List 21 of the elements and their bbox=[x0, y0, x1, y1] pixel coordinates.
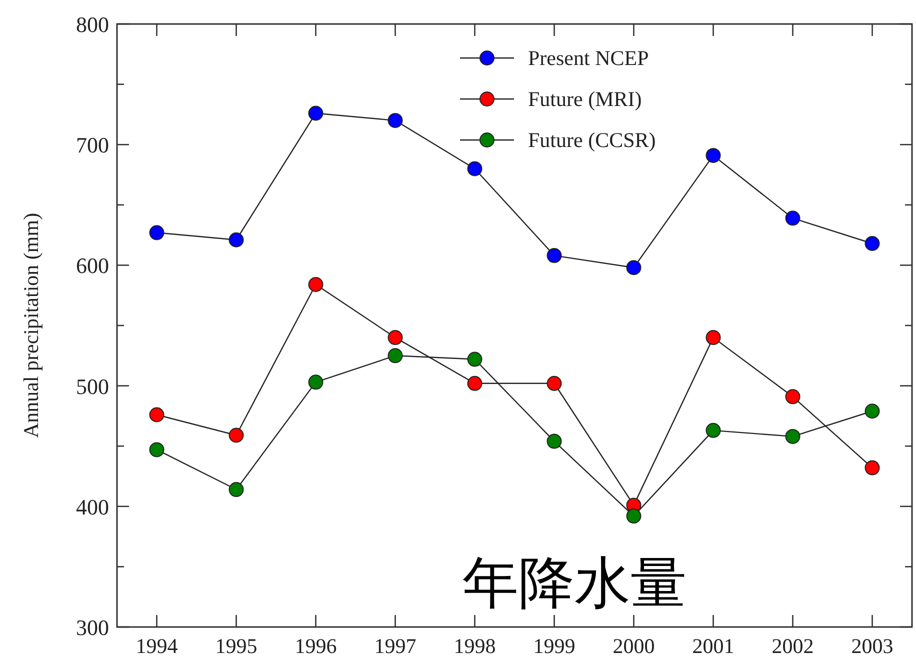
x-tick-label: 2003 bbox=[851, 634, 894, 658]
y-tick-label: 600 bbox=[76, 253, 109, 278]
annotation: 年降水量 bbox=[462, 551, 686, 614]
x-tick-label: 1998 bbox=[454, 634, 496, 658]
y-tick-label: 500 bbox=[76, 374, 109, 399]
y-tick-label: 300 bbox=[76, 615, 109, 640]
x-tick-label: 2000 bbox=[612, 634, 655, 658]
x-tick-label: 2002 bbox=[772, 634, 814, 658]
x-tick-label: 2001 bbox=[692, 634, 734, 658]
y-tick-label: 400 bbox=[76, 494, 109, 520]
y-tick-label: 700 bbox=[76, 132, 109, 158]
legend-label: Future (CCSR) bbox=[528, 128, 656, 152]
legend-label: Present NCEP bbox=[528, 46, 649, 70]
x-tick-label: 1999 bbox=[533, 634, 576, 658]
x-tick-label: 1996 bbox=[294, 634, 337, 658]
legend-label: Future (MRI) bbox=[528, 87, 642, 111]
y-axis-title: Annual precipitation (mm) bbox=[19, 212, 43, 438]
y-tick-label: 800 bbox=[76, 12, 109, 37]
x-tick-label: 1997 bbox=[374, 634, 416, 658]
x-tick-label: 1994 bbox=[136, 634, 178, 658]
x-tick-label: 1995 bbox=[215, 634, 258, 658]
